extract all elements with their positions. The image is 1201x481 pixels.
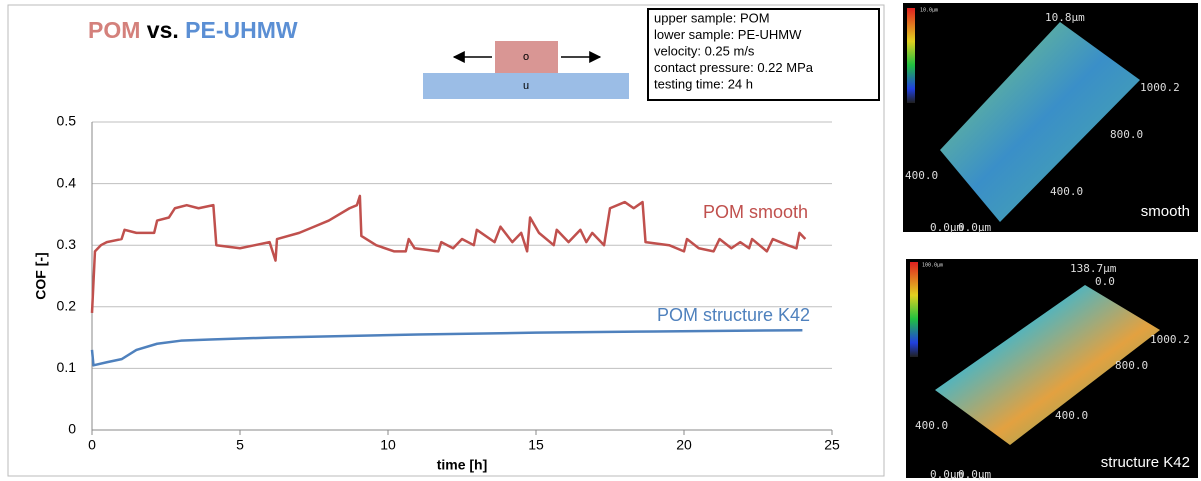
info-lines: upper sample: POM lower sample: PE-UHMWve… (654, 10, 814, 91)
lower-label: u (523, 80, 529, 92)
image-labels: 10.0µm10.8µm1000.2800.0400.0400.00.0µm0.… (905, 8, 1190, 481)
y-tick-label: 0.3 (57, 236, 77, 252)
surface (940, 22, 1140, 222)
image-label: 138.7µm (1070, 262, 1117, 275)
info-line: lower sample: PE-UHMW (654, 27, 802, 42)
image-caption: structure K42 (1101, 454, 1190, 471)
x-tick-label: 15 (528, 437, 544, 453)
image-label: 400.0 (1050, 185, 1083, 198)
info-box (647, 8, 880, 101)
image-label: 800.0 (1115, 359, 1148, 372)
upper-sample (495, 41, 558, 73)
x-tick-label: 5 (236, 437, 244, 453)
x-axis-label: time [h] (437, 457, 488, 473)
y-tick-label: 0.4 (57, 174, 77, 190)
series-line (90, 328, 803, 367)
upper-label: o (523, 51, 529, 63)
image-label: 800.0 (1110, 128, 1143, 141)
image-label: 100.0µm (922, 263, 943, 269)
title-part: PE-UHMW (185, 17, 298, 43)
y-axis-label: COF [-] (33, 252, 49, 299)
color-bar (910, 262, 918, 357)
info-line: velocity: 0.25 m/s (654, 43, 755, 58)
info-line: contact pressure: 0.22 MPa (654, 60, 814, 75)
title-part: vs. (147, 17, 179, 43)
image-label: 400.0 (915, 419, 948, 432)
image-label: 1000.2 (1140, 81, 1180, 94)
image-label: 400.0 (905, 169, 938, 182)
info-line: upper sample: POM (654, 10, 770, 25)
series-line (90, 194, 807, 314)
y-tick-label: 0 (68, 421, 76, 437)
x-tick-label: 0 (88, 437, 96, 453)
image-label: 1000.2 (1150, 333, 1190, 346)
x-tick-label: 20 (676, 437, 692, 453)
plot: 0 0.1 0.2 0.3 0.4 0.5 0 5 10 15 20 25 time [h] COF [-… (33, 113, 840, 473)
info-line: testing time: 24 h (654, 76, 753, 91)
x-tick-label: 10 (380, 437, 396, 453)
series-label: POM structure K42 (657, 305, 810, 325)
title-part: POM (88, 17, 140, 43)
lower-sample (423, 73, 629, 99)
image-label: 0.0 (1095, 275, 1115, 288)
image-label: 10.0µm (920, 8, 938, 14)
y-tick-label: 0.2 (57, 298, 77, 314)
image-label: 0.0µm (958, 221, 991, 234)
image-label: 10.8µm (1045, 11, 1085, 24)
y-tick-label: 0.1 (57, 359, 77, 375)
image-label: 0.0µm (930, 468, 963, 481)
chart-title: POM vs. PE-UHMW (88, 17, 298, 43)
image-label: 0.0µm (930, 221, 963, 234)
image-label: 400.0 (1055, 409, 1088, 422)
image-caption: smooth (1141, 203, 1190, 220)
image-label: 0.0µm (958, 468, 991, 481)
color-bar (907, 8, 915, 103)
series-label: POM smooth (703, 202, 808, 222)
x-tick-label: 25 (824, 437, 840, 453)
surface (935, 285, 1160, 445)
y-tick-label: 0.5 (57, 113, 77, 129)
